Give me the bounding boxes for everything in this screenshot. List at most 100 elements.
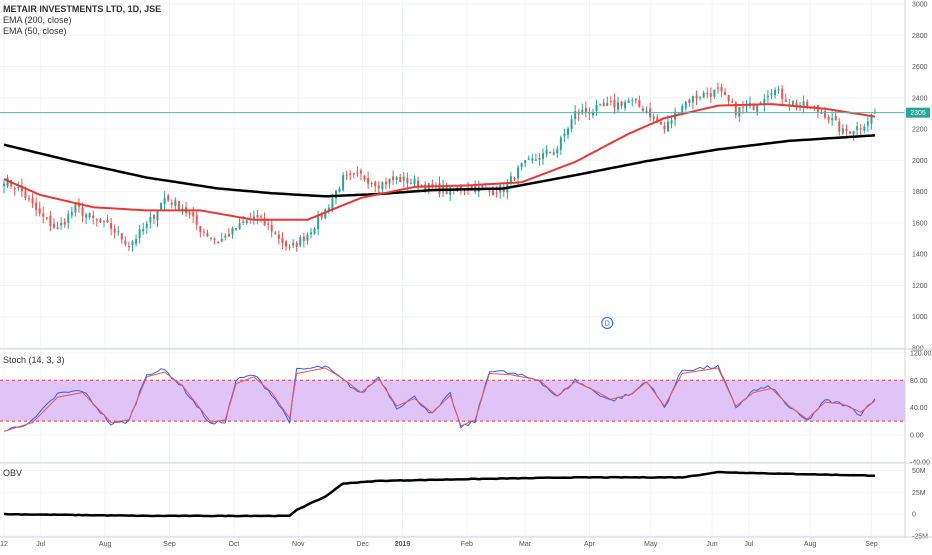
obv-line: [3, 470, 875, 518]
candle-body: [56, 227, 59, 229]
candle-body: [388, 178, 391, 184]
candle-body: [138, 229, 141, 238]
candle-body: [663, 126, 666, 130]
candle-body: [217, 241, 220, 244]
candle-body: [834, 115, 837, 121]
month-label: Jun: [706, 541, 717, 548]
candle-body: [309, 232, 312, 235]
candle-body: [177, 200, 180, 210]
candle-body: [392, 176, 395, 181]
candle-body: [720, 86, 723, 92]
candle-body: [295, 242, 298, 247]
candle-body: [192, 212, 195, 217]
candle-body: [263, 218, 266, 226]
candle-body: [513, 177, 516, 180]
candle-body: [235, 228, 238, 230]
candle-body: [135, 239, 138, 244]
candle-body: [88, 213, 91, 217]
candle-body: [102, 220, 105, 222]
candle-body: [838, 121, 841, 132]
candle-body: [399, 177, 402, 183]
candle-body: [124, 240, 127, 245]
month-label: May: [644, 541, 658, 548]
candle-body: [156, 211, 159, 221]
candle-body: [584, 107, 587, 113]
candle-body: [45, 217, 48, 219]
ema50-legend[interactable]: EMA (50, close): [3, 26, 67, 36]
ema200-legend[interactable]: EMA (200, close): [3, 15, 72, 25]
candle-body: [731, 101, 734, 103]
price-tick-label: 2800: [912, 33, 928, 40]
month-label: Jul: [36, 541, 45, 548]
candle-body: [745, 105, 748, 107]
candle-body: [256, 215, 259, 218]
candle-body: [609, 100, 612, 102]
candle-body: [716, 87, 719, 89]
candle-body: [231, 227, 234, 235]
obv-legend[interactable]: OBV: [3, 468, 23, 478]
candle-body: [202, 231, 205, 233]
candle-body: [727, 94, 730, 102]
grid-layer: [0, 0, 905, 537]
candle-body: [149, 216, 152, 223]
month-label: Sep: [865, 541, 878, 548]
candle-body: [288, 246, 291, 248]
candle-body: [70, 211, 73, 216]
candle-body: [49, 215, 52, 226]
candle-body: [695, 95, 698, 99]
candle-body: [63, 221, 66, 225]
candle-body: [606, 103, 609, 107]
candle-body: [60, 222, 63, 226]
price-tick-label: 2400: [912, 95, 928, 102]
candle-body: [659, 121, 662, 125]
candle-body: [856, 126, 859, 131]
candle-body: [738, 106, 741, 117]
candle-body: [534, 159, 537, 161]
candle-body: [324, 209, 327, 219]
price-tick-label: 1000: [912, 314, 928, 321]
candle-body: [313, 228, 316, 235]
stoch-legend[interactable]: Stoch (14, 3, 3): [3, 355, 65, 365]
stoch-tick-label: 120.00: [910, 351, 932, 358]
candle-body: [224, 235, 227, 238]
candle-body: [813, 106, 816, 108]
candle-body: [488, 190, 491, 192]
candle-body: [495, 192, 498, 194]
candle-body: [724, 92, 727, 96]
candle-body: [527, 158, 530, 160]
obv-tick-label: 50M: [912, 468, 926, 475]
month-label: Nov: [292, 541, 305, 548]
candle-body: [227, 233, 230, 237]
candle-body: [634, 98, 637, 101]
candle-body: [509, 176, 512, 183]
candle-body: [713, 89, 716, 97]
candle-body: [531, 158, 534, 161]
chart-title[interactable]: METAIR INVESTMENTS LTD, 1D, JSE: [3, 4, 162, 14]
price-tick-label: 1400: [912, 252, 928, 259]
candle-body: [302, 236, 305, 241]
candle-body: [449, 187, 452, 195]
candle-body: [306, 234, 309, 241]
candle-body: [709, 93, 712, 97]
candle-body: [359, 170, 362, 174]
candle-body: [331, 198, 334, 210]
candle-body: [427, 183, 430, 192]
candle-body: [174, 199, 177, 207]
candle-body: [770, 93, 773, 95]
candle-body: [67, 214, 70, 223]
candle-body: [702, 92, 705, 98]
candle-body: [349, 173, 352, 175]
candle-body: [681, 105, 684, 115]
candle-body: [849, 131, 852, 134]
candle-body: [763, 98, 766, 105]
candle-body: [131, 241, 134, 246]
candle-body: [74, 203, 77, 213]
candle-body: [624, 101, 627, 109]
candle-body: [245, 220, 248, 224]
candle-body: [95, 219, 98, 221]
candle-body: [395, 177, 398, 180]
candle-body: [552, 152, 555, 155]
candle-body: [852, 131, 855, 135]
candle-body: [699, 97, 702, 99]
